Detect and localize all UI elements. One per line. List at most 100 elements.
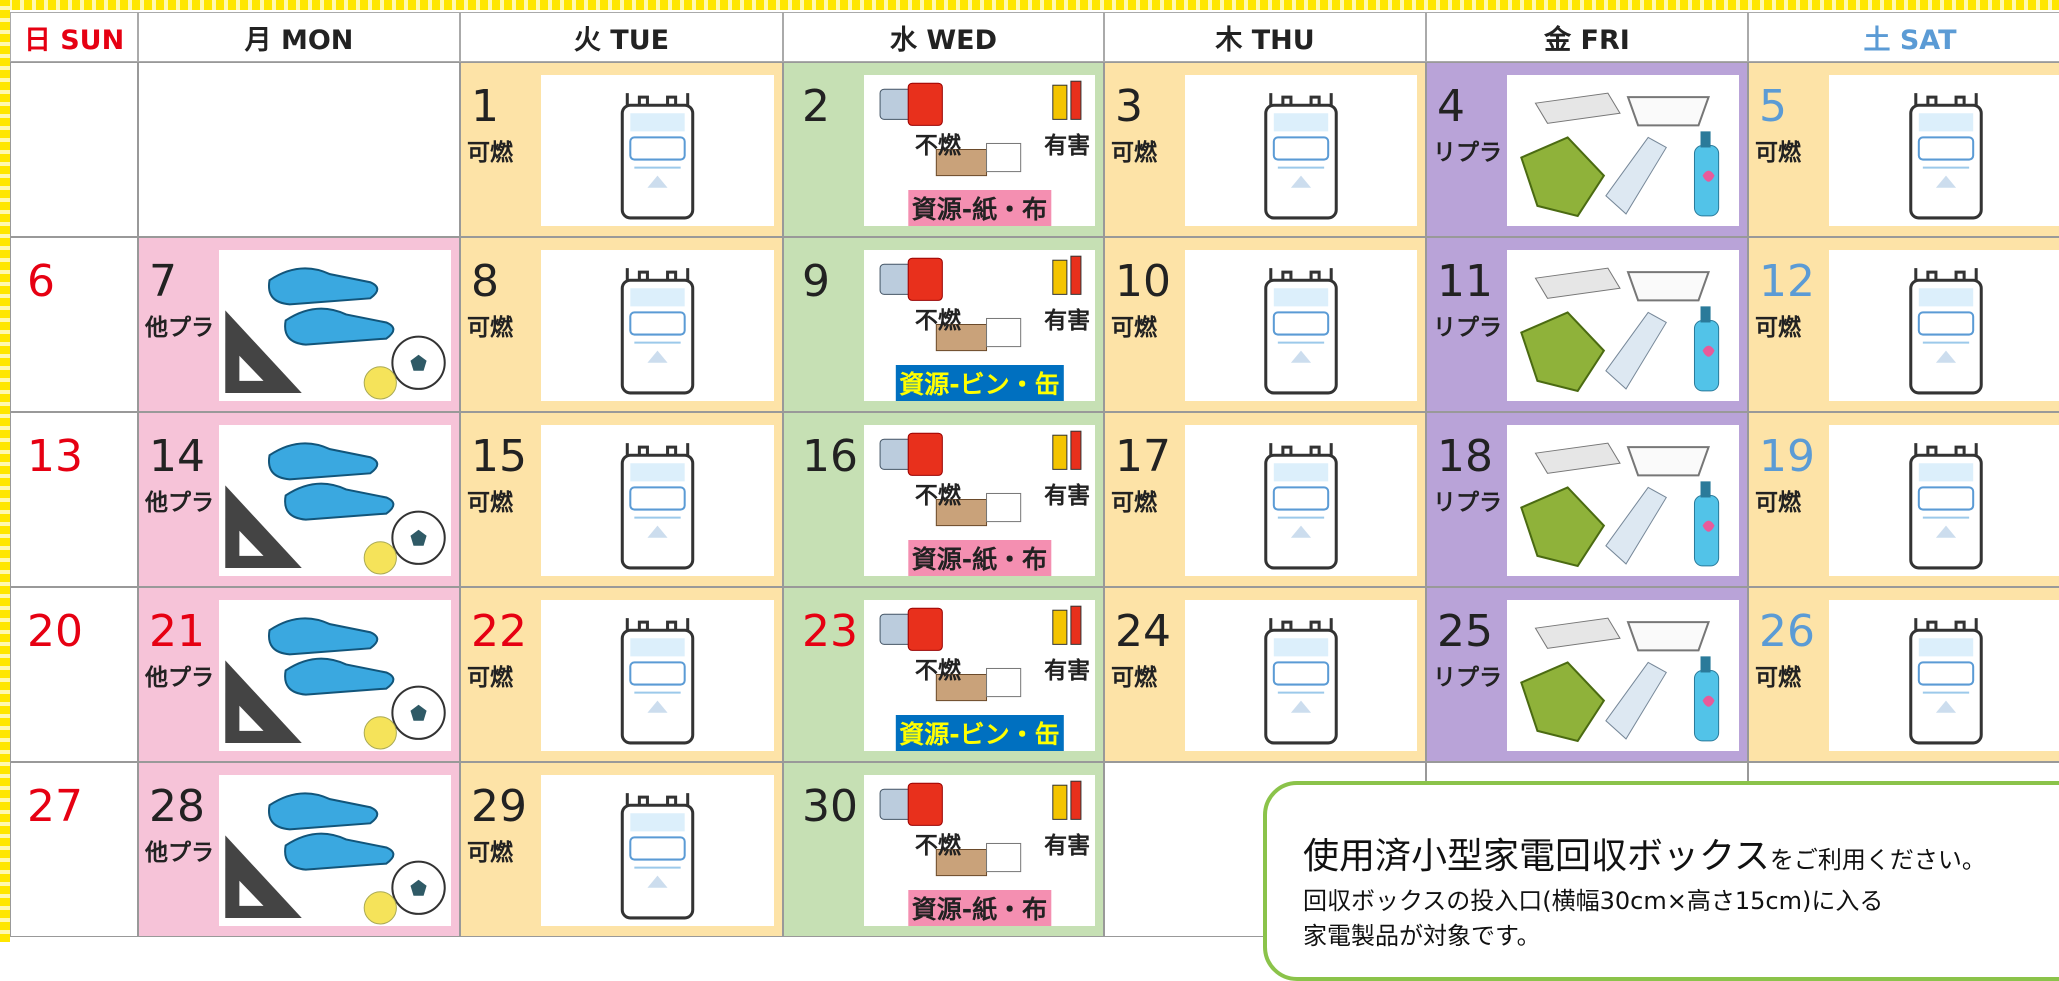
day-number: 26 [1759,606,1815,657]
icon-shape [647,525,668,538]
icon-shape [629,136,686,161]
day-cell: 27 [10,762,138,937]
icon-shape [907,82,943,126]
collection-label: 他プラ [145,315,214,341]
icon-shape [267,442,379,481]
icon-shape [1070,80,1082,120]
icon-shape [620,793,695,920]
illustration-panel [541,425,774,576]
icon-shape [1917,136,1975,161]
icon-shape [225,792,446,925]
icon-shape [907,432,943,476]
icon-shape [1605,661,1667,740]
icon-shape [879,255,1082,352]
icon-shape [629,486,686,511]
illustration-panel: 不燃 有害資源-ビン・缶 [864,600,1095,751]
icon-shape [620,628,695,745]
icon-shape [1626,621,1710,652]
icon-shape [620,618,695,745]
day-number: 18 [1437,431,1493,482]
icon-shape [630,288,685,307]
icon-shape [1702,170,1715,182]
weekday-header: 月 MON [138,12,460,62]
icon-shape [1290,700,1312,713]
day-number: 25 [1437,606,1493,657]
icon-shape [879,780,1082,877]
icon-shape [1052,609,1068,645]
collection-label: 可燃 [1111,665,1157,691]
icon-shape [1935,525,1957,538]
icon-shape [1290,350,1312,363]
icon-shape [410,879,427,896]
day-number: 27 [27,781,83,832]
item-label: 不燃 [914,658,961,685]
weekday-header: 土 SAT [1748,12,2059,62]
illustration-panel [541,775,774,926]
icon-shape [1534,267,1621,299]
illustration-panel: 不燃 有害 資源-ビン・缶 [864,250,1095,401]
day-cell: 22 可燃 [460,587,783,762]
icon-shape [1909,453,1983,570]
day-cell: 4 リプラ [1426,62,1748,237]
illustration-panel [1829,250,2059,401]
icon-shape [629,311,686,336]
icon-shape [1909,268,1983,395]
icon-shape [935,848,988,877]
weekday-header: 火 TUE [460,12,783,62]
day-cell: 10 可燃 [1104,237,1426,412]
icon-shape [1052,84,1068,120]
icon-shape [986,492,1022,523]
icon-shape [410,704,427,721]
icon-shape [620,93,695,220]
illustration-panel [1829,75,2059,226]
day-cell: 29 可燃 [460,762,783,937]
illustration-panel [1507,75,1739,226]
resource-label: 資源-ビン・缶 [895,714,1064,751]
icon-shape [1273,638,1329,657]
day-cell [10,62,138,237]
icon-shape [1273,463,1329,482]
illustration-panel [541,600,774,751]
icon-shape [267,792,379,831]
weekday-header: 金 FRI [1426,12,1748,62]
collection-label: 他プラ [145,840,214,866]
day-cell: 15 可燃 [460,412,783,587]
item-label: 有害 [1044,658,1091,685]
item-label: 有害 [1044,308,1091,335]
item-label: 不燃 [914,833,961,860]
day-cell: 26 可燃 [1748,587,2059,762]
day-cell: 8 可燃 [460,237,783,412]
icon-shape [1909,93,1983,220]
day-cell: 5 可燃 [1748,62,2059,237]
note-box: 使用済小型家電回収ボックスをご利用ください。 回収ボックスの投入口(横幅30cm… [1263,781,2059,981]
icon-shape [1700,306,1711,323]
icon-shape [1290,175,1312,188]
illustration-panel [1829,600,2059,751]
icon-shape [1520,311,1606,393]
day-number: 6 [27,256,55,307]
icon-shape [1520,617,1720,743]
icon-shape [1534,617,1621,649]
icon-shape [986,667,1022,698]
illustration-panel [1185,600,1417,751]
icon-shape [1605,486,1667,565]
item-label: 不燃 [914,483,961,510]
day-number: 28 [149,781,205,832]
day-cell: 25 リプラ [1426,587,1748,762]
icon-shape [1264,443,1338,570]
day-number: 16 [802,431,858,482]
icon-shape [1520,92,1720,218]
icon-shape [1605,311,1667,390]
icon-shape [1918,638,1974,657]
illustration-panel [1507,425,1739,576]
icon-shape [629,836,686,861]
day-cell: 不燃 有害 資源-ビン・缶 23 [783,587,1104,762]
day-number: 5 [1759,81,1787,132]
icon-shape [620,443,695,570]
resource-label: 資源-紙・布 [907,889,1052,926]
illustration-panel: 不燃 有害 資源-紙・布 [864,75,1095,226]
icon-shape [630,638,685,657]
icon-shape [1520,661,1606,743]
day-number: 10 [1115,256,1171,307]
